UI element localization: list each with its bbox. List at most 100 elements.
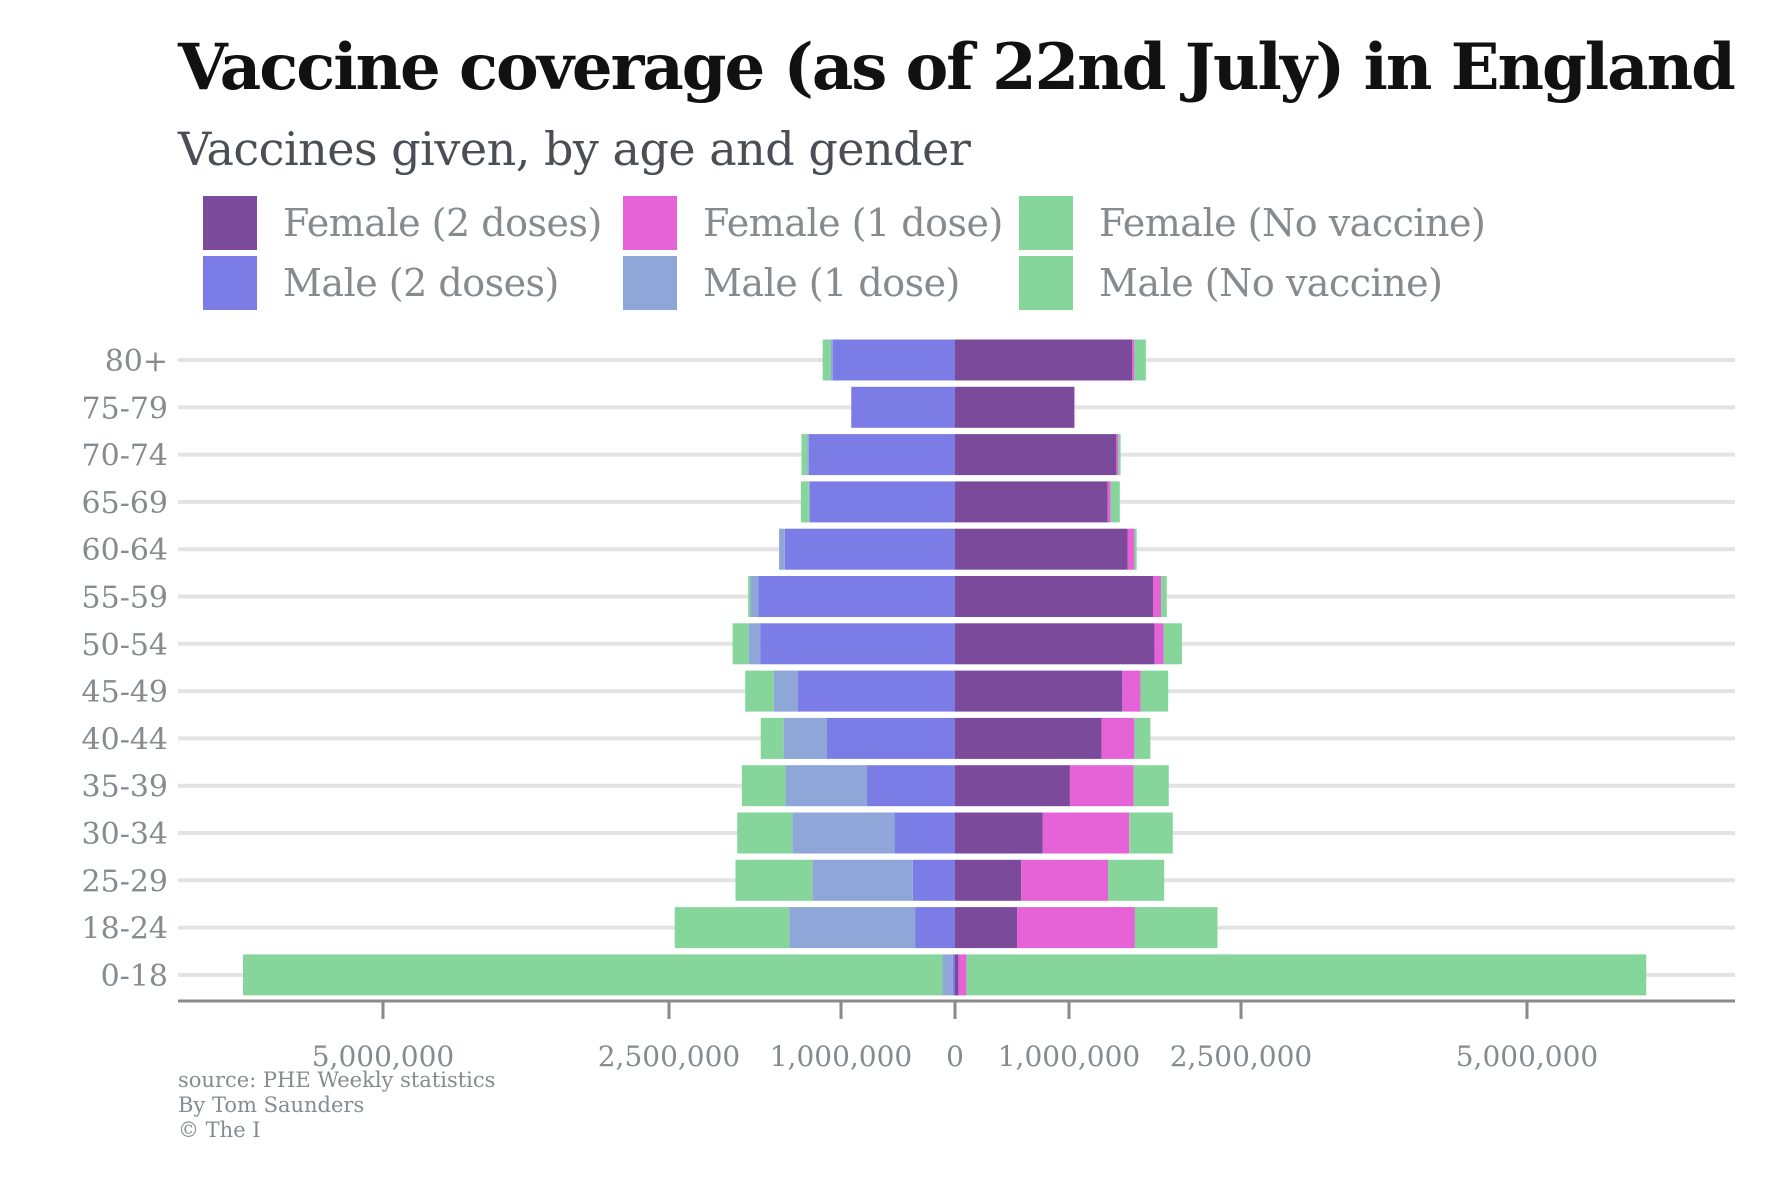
bar-female-2-doses-55-59 xyxy=(955,576,1154,617)
legend-label-female-2-doses: Female (2 doses) xyxy=(283,201,602,245)
bar-male-no-vaccine-25-29 xyxy=(735,859,813,901)
legend-swatch-male-1-dose xyxy=(623,256,677,310)
x-tick-label: 5,000,000 xyxy=(1456,1040,1599,1073)
bar-female-1-dose-35-39 xyxy=(1069,765,1134,807)
bar-male-1-dose-60-64 xyxy=(779,528,785,570)
bar-female-no-vaccine-0-18 xyxy=(966,954,1647,996)
bar-female-2-doses-30-34 xyxy=(955,812,1043,854)
bar-male-no-vaccine-18-24 xyxy=(674,907,790,949)
bar-female-no-vaccine-45-49 xyxy=(1140,670,1169,712)
bar-female-1-dose-45-49 xyxy=(1122,670,1141,712)
x-tick-label: 5,000,000 xyxy=(312,1040,455,1073)
legend-label-male-2-doses: Male (2 doses) xyxy=(283,261,559,305)
bar-male-2-doses-50-54 xyxy=(760,623,955,665)
chart-subtitle: Vaccines given, by age and gender xyxy=(178,122,971,176)
age-label-80: 80+ xyxy=(105,344,168,379)
x-tick-label: 2,500,000 xyxy=(1170,1040,1313,1073)
x-tick-label: 1,000,000 xyxy=(998,1040,1141,1073)
bar-female-2-doses-40-44 xyxy=(955,717,1102,759)
bar-female-2-doses-80 xyxy=(955,339,1133,381)
copyright-text: © The I xyxy=(178,1118,261,1142)
author-text: By Tom Saunders xyxy=(178,1093,365,1117)
age-label-35-39: 35-39 xyxy=(82,770,168,805)
legend-swatch-female-2-doses xyxy=(203,196,257,250)
age-label-25-29: 25-29 xyxy=(82,864,168,899)
bar-female-2-doses-45-49 xyxy=(955,670,1123,712)
bar-male-2-doses-18-24 xyxy=(915,907,955,949)
legend-item-female-1-dose: Female (1 dose) xyxy=(623,196,1003,250)
chart-title: Vaccine coverage (as of 22nd July) in En… xyxy=(178,30,1736,105)
bar-female-2-doses-0-18 xyxy=(955,954,959,996)
bar-female-1-dose-55-59 xyxy=(1153,576,1162,617)
bar-female-1-dose-75-79 xyxy=(1074,386,1075,428)
bar-female-no-vaccine-18-24 xyxy=(1134,907,1218,949)
bar-female-no-vaccine-35-39 xyxy=(1133,765,1169,807)
bar-male-no-vaccine-35-39 xyxy=(741,765,786,807)
bar-female-2-doses-60-64 xyxy=(955,528,1128,570)
bar-female-1-dose-40-44 xyxy=(1101,717,1135,759)
bar-female-no-vaccine-40-44 xyxy=(1134,717,1151,759)
age-label-0-18: 0-18 xyxy=(101,959,168,994)
bar-male-2-doses-40-44 xyxy=(826,717,955,759)
bar-female-2-doses-35-39 xyxy=(955,765,1070,807)
age-label-55-59: 55-59 xyxy=(82,581,168,616)
bar-male-2-doses-80 xyxy=(832,339,955,381)
bar-male-no-vaccine-30-34 xyxy=(737,812,793,854)
legend-label-male-no-vaccine: Male (No vaccine) xyxy=(1099,261,1443,305)
legend-item-male-1-dose: Male (1 dose) xyxy=(623,256,960,310)
bar-male-1-dose-70-74 xyxy=(807,434,809,476)
age-group-labels: 80+ 75-79 70-74 65-69 60-64 55-59 50-54 45-49 40… xyxy=(82,344,168,994)
bar-female-2-doses-50-54 xyxy=(955,623,1155,665)
bar-female-no-vaccine-65-69 xyxy=(1110,481,1120,523)
bar-male-2-doses-60-64 xyxy=(784,528,955,570)
source-notes: source: PHE Weekly statistics By Tom Sau… xyxy=(178,1068,495,1143)
bar-male-no-vaccine-65-69 xyxy=(800,481,809,523)
bar-male-1-dose-65-69 xyxy=(808,481,811,523)
x-tick-label: 1,000,000 xyxy=(770,1040,913,1073)
bar-male-1-dose-30-34 xyxy=(792,812,895,854)
bar-female-no-vaccine-70-74 xyxy=(1118,434,1121,476)
bar-male-2-doses-30-34 xyxy=(894,812,955,854)
bar-male-2-doses-65-69 xyxy=(810,481,955,523)
bar-male-no-vaccine-45-49 xyxy=(745,670,774,712)
bar-female-2-doses-65-69 xyxy=(955,481,1108,523)
bar-female-1-dose-50-54 xyxy=(1154,623,1164,665)
bar-male-no-vaccine-70-74 xyxy=(801,434,808,476)
bar-female-no-vaccine-55-59 xyxy=(1161,576,1167,617)
bar-female-2-doses-25-29 xyxy=(955,859,1022,901)
bar-female-no-vaccine-60-64 xyxy=(1134,528,1137,570)
bar-male-2-doses-55-59 xyxy=(758,576,955,617)
age-label-18-24: 18-24 xyxy=(82,912,168,947)
bar-male-2-doses-45-49 xyxy=(798,670,955,712)
age-label-70-74: 70-74 xyxy=(82,439,168,474)
legend-swatch-female-no-vaccine xyxy=(1019,196,1073,250)
bar-male-1-dose-45-49 xyxy=(773,670,798,712)
bar-female-2-doses-18-24 xyxy=(955,907,1018,949)
bar-male-no-vaccine-40-44 xyxy=(760,717,784,759)
bar-male-no-vaccine-50-54 xyxy=(732,623,749,665)
bar-male-1-dose-40-44 xyxy=(783,717,827,759)
bar-female-2-doses-75-79 xyxy=(955,386,1075,428)
age-label-40-44: 40-44 xyxy=(82,722,168,757)
x-tick-label: 0 xyxy=(946,1040,964,1073)
age-label-45-49: 45-49 xyxy=(82,675,168,710)
bar-female-1-dose-80 xyxy=(1132,339,1135,381)
legend: Female (2 doses) Female (1 dose) Female … xyxy=(203,196,1563,314)
bar-female-no-vaccine-50-54 xyxy=(1163,623,1182,665)
legend-label-female-1-dose: Female (1 dose) xyxy=(703,201,1003,245)
legend-swatch-male-no-vaccine xyxy=(1019,256,1073,310)
bar-female-2-doses-70-74 xyxy=(955,434,1117,476)
legend-item-male-no-vaccine: Male (No vaccine) xyxy=(1019,256,1443,310)
bar-female-no-vaccine-30-34 xyxy=(1129,812,1173,854)
bar-male-no-vaccine-0-18 xyxy=(242,954,943,996)
bars xyxy=(242,339,1647,996)
age-label-75-79: 75-79 xyxy=(82,391,168,426)
legend-item-female-2-doses: Female (2 doses) xyxy=(203,196,602,250)
bar-male-1-dose-35-39 xyxy=(785,765,867,807)
x-axis-tick-labels: 5,000,000 2,500,000 1,000,000 0 1,000,000 2,5… xyxy=(312,1001,1599,1073)
bar-male-no-vaccine-55-59 xyxy=(748,576,751,617)
age-label-50-54: 50-54 xyxy=(82,628,168,663)
age-label-60-64: 60-64 xyxy=(82,533,168,568)
age-label-65-69: 65-69 xyxy=(82,486,168,521)
